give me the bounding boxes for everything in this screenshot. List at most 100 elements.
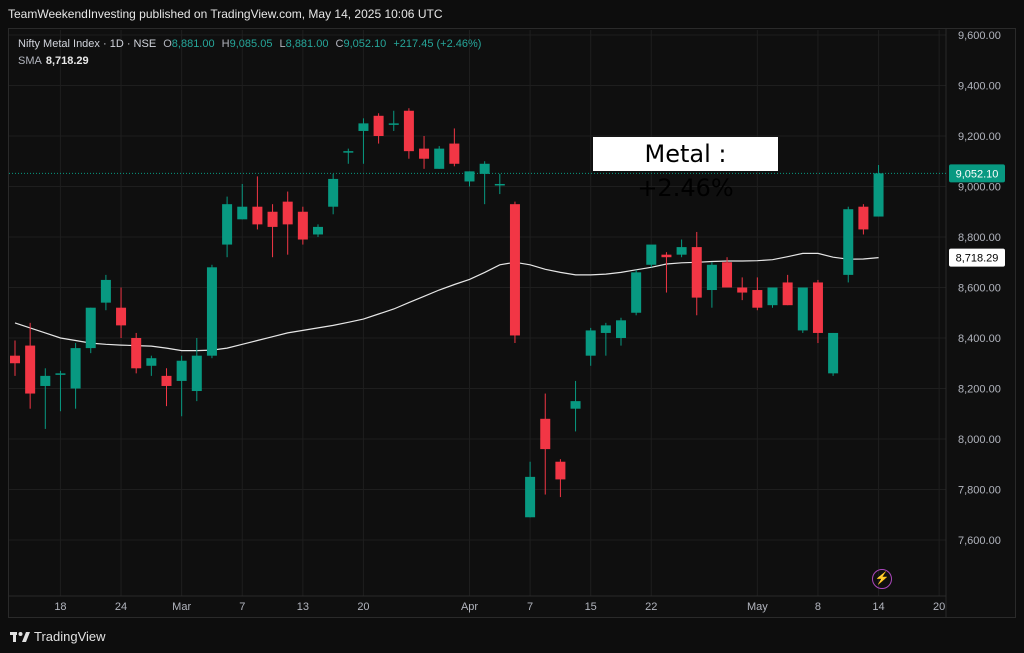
x-tick-label: 13 [297,601,309,613]
y-tick-label: 8,200.00 [958,384,1001,396]
candle-body [70,348,81,389]
x-tick-label: 20 [357,601,369,613]
candle-body [85,307,96,349]
lightning-icon[interactable]: ⚡ [872,569,892,589]
candle-body [812,282,823,333]
candle-body [873,173,884,217]
candle-body [146,358,157,366]
x-tick-label: Mar [172,601,191,613]
low-key: L [279,38,286,50]
last-price-label: 9,052.10 [956,168,999,180]
candle-body [706,264,717,291]
candle-body [570,401,581,409]
candle-body [509,204,520,336]
publisher-line: TeamWeekendInvesting published on Tradin… [0,0,1024,28]
y-tick-label: 9,000.00 [958,182,1001,194]
candle-body [55,373,66,375]
y-tick-label: 9,200.00 [958,131,1001,143]
candle-body [222,204,233,245]
candle-body [449,143,460,164]
tradingview-logo-icon [10,631,30,642]
sma-line [14,252,879,352]
candle-body [419,148,430,159]
symbol-label[interactable]: Nifty Metal Index · 1D · NSE [18,38,157,50]
candle-body [479,163,490,174]
candle-body [646,244,657,265]
candle-body [525,476,536,518]
candle-body [176,360,187,381]
candle-body [691,247,702,298]
candle-body [252,206,263,225]
sma-label: SMA [18,55,42,67]
candle-body [616,320,626,338]
annotation-label[interactable]: Metal : +2.46% [593,137,778,202]
candle-body [434,148,445,169]
x-tick-label: May [747,601,768,613]
tradingview-logo[interactable]: TradingView [10,629,106,644]
change-value: +217.45 (+2.46%) [393,38,482,50]
candle-body [631,272,642,313]
y-tick-label: 9,600.00 [958,30,1001,42]
candle-body [752,290,763,308]
candle-body [828,332,839,374]
candle-body [494,183,505,186]
sma-badge-label: 8,718.29 [956,253,999,265]
x-tick-label: 7 [239,601,245,613]
candle-body [25,345,36,394]
candle-body [403,110,414,152]
candle-body [297,211,308,240]
candle-body [116,307,127,326]
candle-body [600,325,611,333]
candle-body [100,279,111,303]
x-tick-label: 20 [933,601,945,613]
x-tick-label: 8 [815,601,821,613]
candle-body [206,267,217,356]
candle-body [191,355,202,392]
candle-body [343,151,354,153]
x-tick-label: 15 [585,601,597,613]
candle-body [843,209,854,275]
candle-body [661,254,672,258]
candle-body [737,287,748,293]
candle-body [131,338,142,369]
legend-sma-row[interactable]: SMA 8,718.29 [18,53,481,70]
high-key: H [221,38,230,50]
close-value: 9,052.10 [343,38,387,50]
x-tick-label: 18 [54,601,66,613]
x-tick-label: 22 [645,601,657,613]
last-price-badge [949,164,1005,183]
y-tick-label: 7,600.00 [958,535,1001,547]
candle-body [767,287,778,306]
candle-body [10,355,20,364]
candle-body [313,226,323,235]
candle-body [540,418,551,450]
y-tick-label: 8,800.00 [958,232,1001,244]
y-tick-label: 8,600.00 [958,283,1001,295]
x-tick-label: 14 [872,601,884,613]
open-value: 8,881.00 [171,38,215,50]
candle-body [237,206,248,220]
legend-ohlc-row: Nifty Metal Index · 1D · NSE O8,881.00 H… [18,36,481,53]
x-tick-label: Apr [461,601,478,613]
close-key: C [335,38,344,50]
y-tick-label: 9,400.00 [958,81,1001,93]
high-value: 9,085.05 [229,38,273,50]
y-tick-label: 8,400.00 [958,333,1001,345]
candle-body [722,262,733,288]
candle-body [40,375,51,386]
chart-legend: Nifty Metal Index · 1D · NSE O8,881.00 H… [18,36,481,70]
candle-body [555,461,566,480]
sma-badge [949,248,1005,267]
candle-body [782,282,793,306]
sma-value: 8,718.29 [45,55,89,67]
candle-body [676,247,687,255]
candle-body [858,206,869,230]
footer-brand: TradingView [34,629,106,644]
candle-body [585,330,596,356]
x-tick-label: 24 [115,601,127,613]
y-tick-label: 8,000.00 [958,434,1001,446]
x-tick-label: 7 [527,601,533,613]
candle-body [464,171,475,182]
candle-body [267,211,278,227]
